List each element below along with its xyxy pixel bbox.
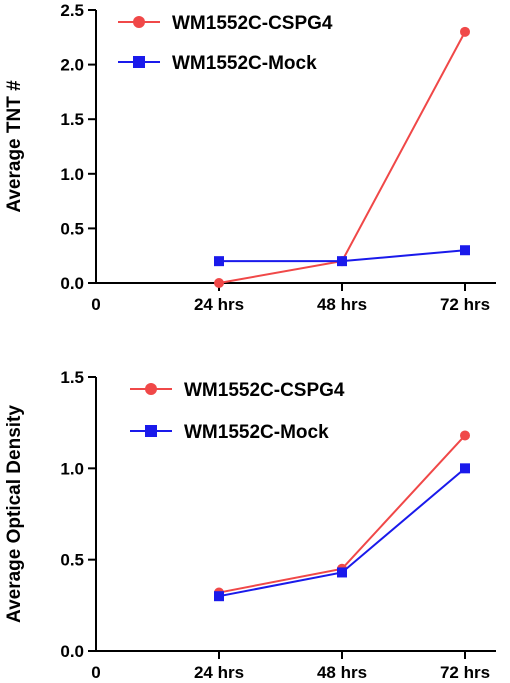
- y-axis-title: Average Optical Density: [4, 405, 25, 623]
- data-point: [460, 463, 470, 474]
- legend: WM1552C-CSPG4 WM1552C-Mock: [130, 380, 345, 443]
- data-point: [460, 430, 470, 441]
- legend-marker: [145, 383, 157, 395]
- legend-label: WM1552C-Mock: [184, 422, 329, 443]
- chart-panel-2: 0.0 0.5 1.0 1.5 0 24 hrs 48 hrs 72 hrs Average O…: [4, 368, 496, 682]
- data-point: [460, 245, 470, 256]
- legend-label: WM1552C-CSPG4: [172, 13, 333, 34]
- series-2: [214, 463, 470, 602]
- y-tick-label: 2.0: [60, 56, 84, 75]
- y-tick-label: 2.5: [60, 1, 84, 20]
- legend-marker: [145, 425, 157, 437]
- data-point: [214, 256, 224, 267]
- y-tick-label: 0.0: [60, 274, 84, 293]
- data-point: [214, 591, 224, 602]
- y-tick-label: 0.0: [60, 642, 84, 661]
- data-point: [214, 278, 224, 288]
- legend-marker: [133, 56, 145, 68]
- data-point: [337, 256, 347, 267]
- x-tick-label: 24 hrs: [194, 295, 244, 314]
- y-tick-label: 1.0: [60, 165, 84, 184]
- series-2: [214, 245, 470, 267]
- legend: WM1552C-CSPG4 WM1552C-Mock: [118, 13, 333, 74]
- y-tick-label: 0.5: [60, 219, 84, 238]
- legend-label: WM1552C-Mock: [172, 53, 317, 74]
- y-tick-label: 1.5: [60, 368, 84, 387]
- legend-marker: [133, 16, 145, 28]
- x-tick-label: 0: [91, 663, 100, 682]
- y-tick-label: 0.5: [60, 551, 84, 570]
- y-tick-label: 1.5: [60, 110, 84, 129]
- x-tick-label: 72 hrs: [440, 295, 490, 314]
- x-tick-label: 0: [91, 295, 100, 314]
- y-tick-label: 1.0: [60, 459, 84, 478]
- x-tick-label: 48 hrs: [317, 295, 367, 314]
- data-point: [337, 567, 347, 578]
- chart-panel-1: 0.0 0.5 1.0 1.5 2.0 2.5 0 24 hrs 48 hrs 72 hrs Ave…: [4, 1, 496, 314]
- x-tick-label: 48 hrs: [317, 663, 367, 682]
- x-tick-label: 72 hrs: [440, 663, 490, 682]
- x-tick-label: 24 hrs: [194, 663, 244, 682]
- y-axis-title: Average TNT #: [4, 80, 25, 213]
- legend-label: WM1552C-CSPG4: [184, 380, 345, 401]
- data-point: [460, 26, 470, 37]
